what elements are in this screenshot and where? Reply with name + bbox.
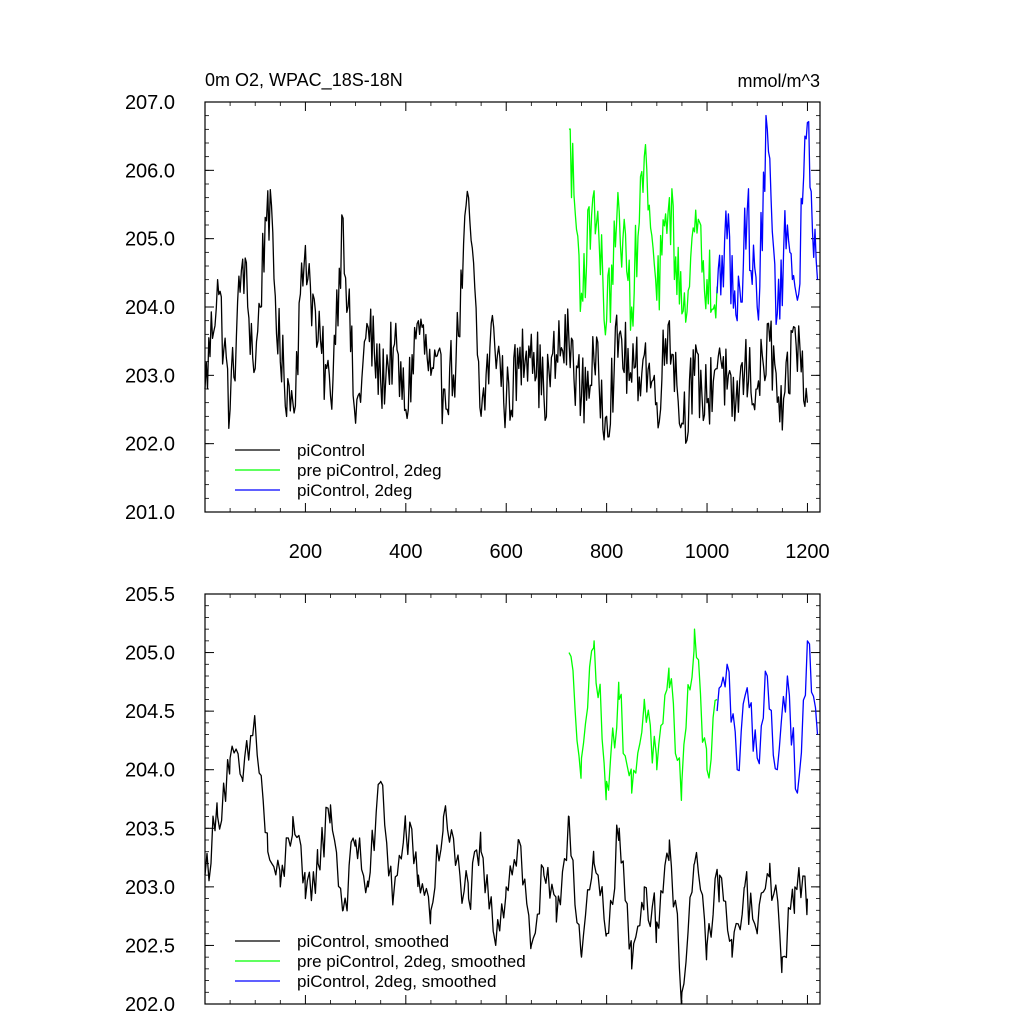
series-line [716,640,819,794]
y-tick-label: 202.5 [125,935,175,957]
legend-label: piControl, smoothed [297,932,449,951]
legend-label: pre piControl, 2deg, smoothed [297,952,526,971]
y-tick-label: 203.0 [125,365,175,387]
series-line [204,715,809,1005]
y-tick-label: 202.0 [125,434,175,456]
top-panel: 0m O2, WPAC_18S-18N mmol/m^3 201.0202.02… [125,70,830,563]
y-tick-label: 205.0 [125,229,175,251]
plot-frame [204,593,821,1005]
units-label: mmol/m^3 [738,71,820,91]
legend-label: piControl, 2deg, smoothed [297,972,496,991]
axis-ticks: 201.0 202.0 203.0 204.0 205.0 206.0 207.0 200 40… [125,92,830,563]
y-tick-label: 204.5 [125,701,175,723]
x-tick-label: 800 [590,541,623,563]
y-tick-label: 205.5 [125,584,175,606]
legend-label: pre piControl, 2deg [297,461,442,480]
series-line [568,628,718,802]
y-tick-label: 201.0 [125,502,175,524]
x-tick-label: 1200 [785,541,830,563]
axis-ticks: 202.0 202.5 203.0 203.5 204.0 204.5 205.0 205.5 [125,584,820,1016]
legend-label: piControl, 2deg [297,481,412,500]
y-tick-label: 203.0 [125,877,175,899]
series-line [568,128,718,336]
y-tick-label: 205.0 [125,643,175,665]
y-tick-label: 202.0 [125,994,175,1016]
chart-title: 0m O2, WPAC_18S-18N [205,70,403,91]
x-tick-label: 400 [389,541,422,563]
y-tick-label: 204.0 [125,297,175,319]
y-tick-label: 206.0 [125,160,175,182]
y-tick-label: 204.0 [125,760,175,782]
y-tick-label: 203.5 [125,818,175,840]
series-line [204,188,809,444]
series-lines [204,628,819,1005]
x-tick-label: 200 [289,541,322,563]
legend-label: piControl [297,441,365,460]
series-line [716,114,819,326]
series-lines [204,114,819,444]
x-tick-label: 1000 [685,541,730,563]
x-tick-label: 600 [490,541,523,563]
bottom-panel: 202.0 202.5 203.0 203.5 204.0 204.5 205.0 205.5… [125,584,821,1016]
y-tick-label: 207.0 [125,92,175,114]
